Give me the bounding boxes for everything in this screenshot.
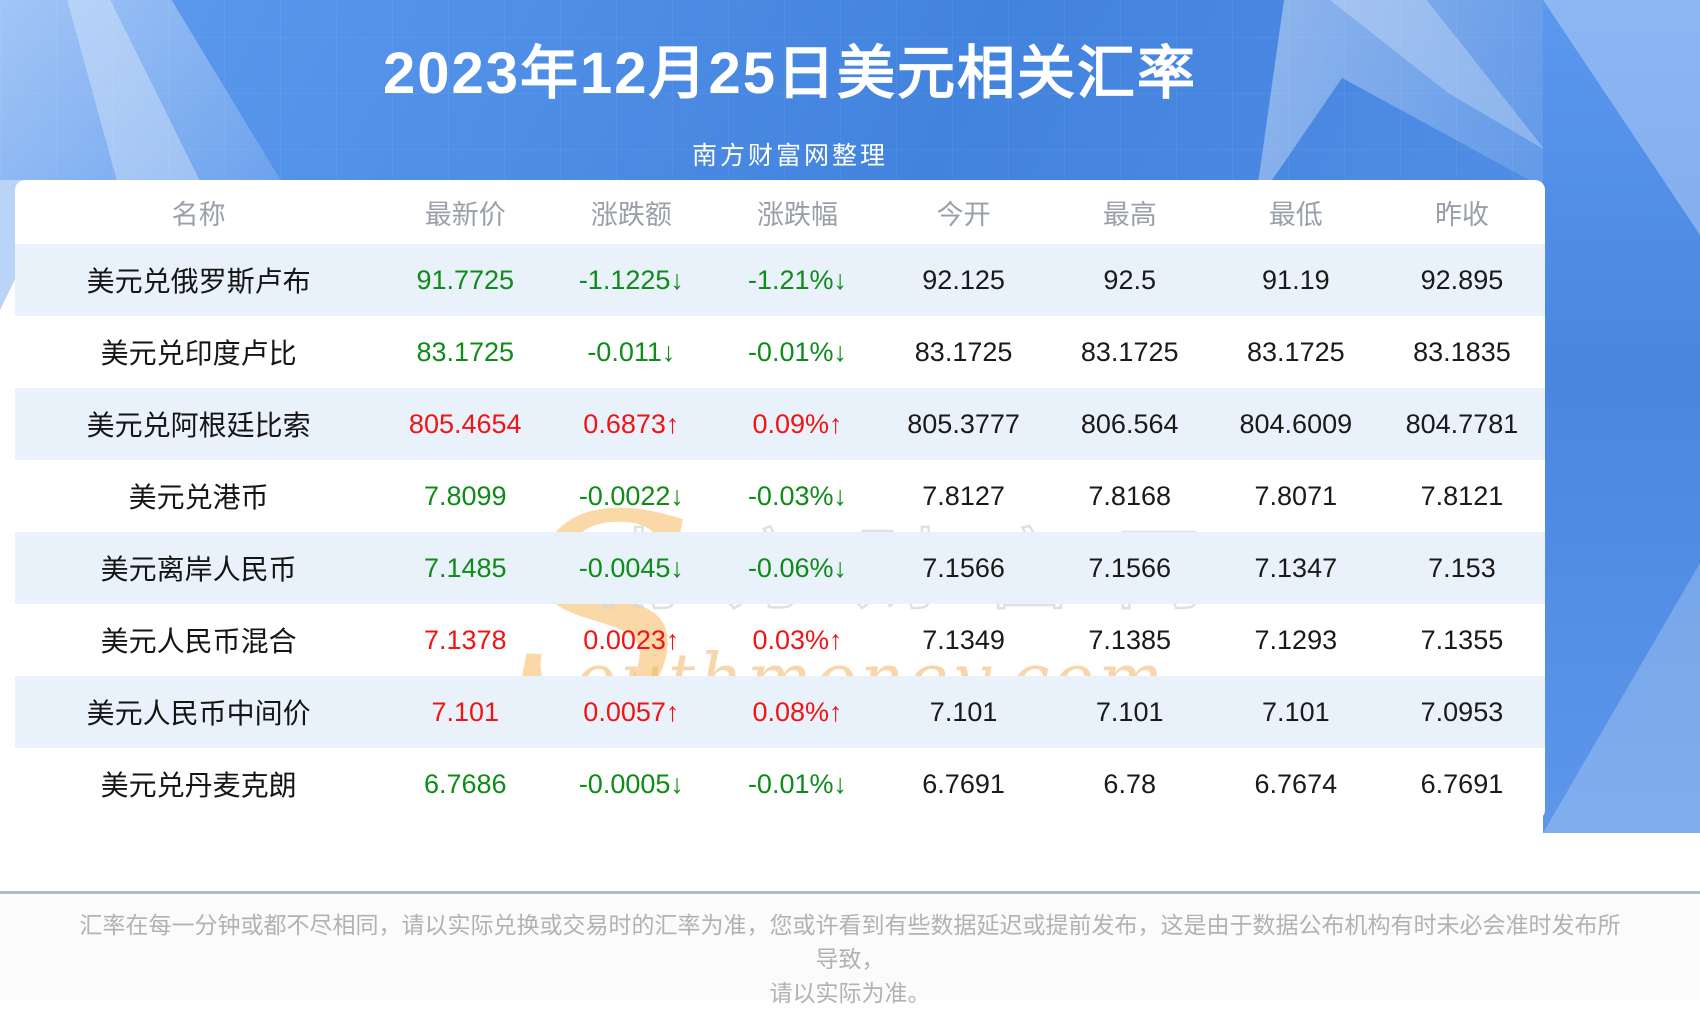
cell-open: 7.101 xyxy=(929,696,998,727)
column-header-name: 名称 xyxy=(171,199,226,230)
footer-bar: 汇率在每一分钟或都不尽相同，请以实际兑换或交易时的汇率为准，您或许看到有些数据延… xyxy=(0,891,1700,1006)
cell-latest-price: 805.4654 xyxy=(408,408,522,439)
table-row: 美元兑港币 7.8099 -0.0022↓ -0.03%↓ 7.8127 7.8… xyxy=(15,460,1545,532)
cell-low: 7.8071 xyxy=(1254,480,1338,511)
cell-pair-name: 美元兑印度卢比 xyxy=(100,338,297,369)
cell-latest-price: 7.1378 xyxy=(423,624,507,655)
cell-change-percent: 0.09%↑ xyxy=(752,408,843,439)
cell-change-percent: -1.21%↓ xyxy=(747,264,847,295)
cell-prev-close: 6.7691 xyxy=(1420,768,1504,799)
right-blue-band xyxy=(1543,0,1700,833)
disclaimer-line2: 请以实际为准。 xyxy=(769,980,931,1006)
cell-low: 91.19 xyxy=(1262,264,1330,295)
cell-change-amount: -0.0005↓ xyxy=(578,768,684,799)
cell-prev-close: 7.1355 xyxy=(1420,624,1504,655)
cell-low: 7.101 xyxy=(1262,696,1330,727)
cell-high: 83.1725 xyxy=(1080,336,1179,367)
cell-pair-name: 美元兑阿根廷比索 xyxy=(86,410,311,441)
cell-high: 7.1385 xyxy=(1088,624,1171,655)
cell-change-percent: -0.01%↓ xyxy=(747,768,847,799)
page-title: 2023年12月25日美元相关汇率 xyxy=(382,41,1198,106)
cell-low: 7.1293 xyxy=(1254,624,1338,655)
cell-high: 92.5 xyxy=(1103,264,1156,295)
table-row: 美元兑丹麦克朗 6.7686 -0.0005↓ -0.01%↓ 6.7691 6… xyxy=(15,748,1545,820)
cell-latest-price: 83.1725 xyxy=(416,336,515,367)
cell-open: 7.8127 xyxy=(922,480,1005,511)
table-row: 美元兑俄罗斯卢布 91.7725 -1.1225↓ -1.21%↓ 92.125… xyxy=(15,244,1545,316)
cell-low: 6.7674 xyxy=(1254,768,1338,799)
cell-open: 805.3777 xyxy=(907,408,1020,439)
column-header-open: 今开 xyxy=(936,199,991,230)
cell-change-amount: -0.011↓ xyxy=(587,336,676,367)
cell-high: 7.101 xyxy=(1095,696,1164,727)
cell-pair-name: 美元兑俄罗斯卢布 xyxy=(86,266,311,297)
hero-banner xyxy=(0,0,1700,262)
cell-open: 83.1725 xyxy=(914,336,1013,367)
disclaimer-line1: 汇率在每一分钟或都不尽相同，请以实际兑换或交易时的汇率为准，您或许看到有些数据延… xyxy=(79,912,1621,972)
table-row: 美元兑阿根廷比索 805.4654 0.6873↑ 0.09%↑ 805.377… xyxy=(15,388,1545,460)
column-header-latest: 最新价 xyxy=(424,199,506,230)
cell-latest-price: 7.101 xyxy=(431,696,500,727)
cell-prev-close: 7.0953 xyxy=(1420,696,1504,727)
cell-prev-close: 83.1835 xyxy=(1413,336,1511,367)
cell-pair-name: 美元人民币混合 xyxy=(100,626,297,657)
cell-high: 7.8168 xyxy=(1088,480,1171,511)
table-body: 美元兑俄罗斯卢布 91.7725 -1.1225↓ -1.21%↓ 92.125… xyxy=(15,244,1545,820)
cell-change-percent: -0.06%↓ xyxy=(747,552,847,583)
cell-prev-close: 804.7781 xyxy=(1405,408,1519,439)
cell-change-amount: -0.0045↓ xyxy=(578,552,684,583)
rates-table-card: S 南方财富网 outhmoney.com 名称 最新价 涨跌额 涨跌幅 今开 … xyxy=(15,180,1545,820)
cell-latest-price: 6.7686 xyxy=(423,768,507,799)
cell-latest-price: 7.1485 xyxy=(423,552,507,583)
cell-prev-close: 92.895 xyxy=(1420,264,1504,295)
table-row: 美元兑印度卢比 83.1725 -0.011↓ -0.01%↓ 83.1725 … xyxy=(15,316,1545,388)
table-row: 美元人民币混合 7.1378 0.0023↑ 0.03%↑ 7.1349 7.1… xyxy=(15,604,1545,676)
cell-pair-name: 美元离岸人民币 xyxy=(100,554,297,585)
column-header-high: 最高 xyxy=(1102,199,1157,230)
column-header-low: 最低 xyxy=(1268,199,1323,230)
cell-change-percent: -0.01%↓ xyxy=(747,336,847,367)
table-header-row: 名称 最新价 涨跌额 涨跌幅 今开 最高 最低 昨收 xyxy=(15,180,1545,244)
cell-low: 7.1347 xyxy=(1254,552,1338,583)
cell-high: 6.78 xyxy=(1103,768,1156,799)
cell-prev-close: 7.153 xyxy=(1428,552,1496,583)
cell-open: 7.1566 xyxy=(922,552,1005,583)
cell-latest-price: 91.7725 xyxy=(416,264,515,295)
column-header-prev-close: 昨收 xyxy=(1434,199,1489,230)
cell-change-amount: -1.1225↓ xyxy=(578,264,684,295)
cell-change-amount: 0.0057↑ xyxy=(583,696,680,727)
cell-change-percent: 0.03%↑ xyxy=(752,624,843,655)
table-row: 美元离岸人民币 7.1485 -0.0045↓ -0.06%↓ 7.1566 7… xyxy=(15,532,1545,604)
column-header-change-pct: 涨跌幅 xyxy=(756,199,838,230)
cell-low: 804.6009 xyxy=(1239,408,1353,439)
cell-change-amount: 0.6873↑ xyxy=(583,408,680,439)
cell-open: 6.7691 xyxy=(922,768,1005,799)
disclaimer-text: 汇率在每一分钟或都不尽相同，请以实际兑换或交易时的汇率为准，您或许看到有些数据延… xyxy=(70,908,1630,1010)
cell-latest-price: 7.8099 xyxy=(423,480,507,511)
hero-text: 2023年12月25日美元相关汇率 南方财富网整理 xyxy=(0,0,1580,172)
cell-change-amount: 0.0023↑ xyxy=(583,624,680,655)
cell-low: 83.1725 xyxy=(1247,336,1345,367)
cell-high: 806.564 xyxy=(1080,408,1179,439)
cell-change-amount: -0.0022↓ xyxy=(578,480,684,511)
cell-open: 92.125 xyxy=(922,264,1005,295)
cell-pair-name: 美元兑丹麦克朗 xyxy=(100,770,297,801)
cell-change-percent: 0.08%↑ xyxy=(752,696,843,727)
cell-open: 7.1349 xyxy=(922,624,1005,655)
cell-pair-name: 美元人民币中间价 xyxy=(86,698,311,729)
cell-change-percent: -0.03%↓ xyxy=(747,480,847,511)
cell-high: 7.1566 xyxy=(1088,552,1171,583)
table-row: 美元人民币中间价 7.101 0.0057↑ 0.08%↑ 7.101 7.10… xyxy=(15,676,1545,748)
cell-pair-name: 美元兑港币 xyxy=(128,482,269,513)
cell-prev-close: 7.8121 xyxy=(1420,480,1504,511)
page-subtitle: 南方财富网整理 xyxy=(691,142,888,170)
column-header-change: 涨跌额 xyxy=(590,199,672,230)
